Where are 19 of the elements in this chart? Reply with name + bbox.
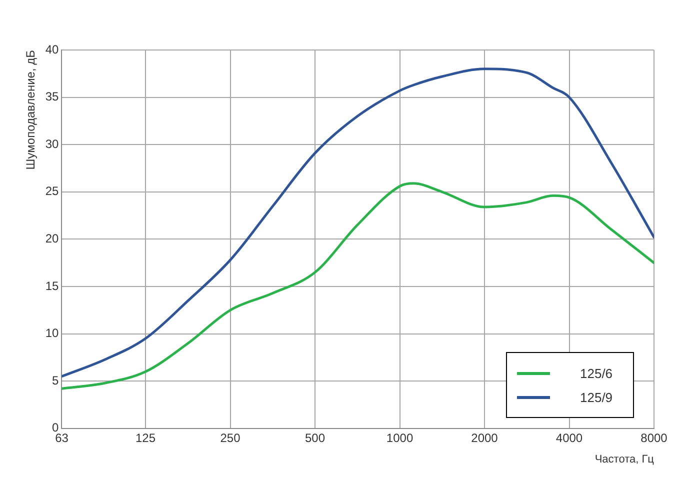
x-tick-label: 1000 — [386, 430, 414, 445]
x-tick-label: 250 — [220, 430, 241, 445]
x-tick-label: 2000 — [471, 430, 498, 445]
legend-label: 125/9 — [580, 390, 613, 405]
x-tick-label: 125 — [136, 430, 156, 445]
y-tick-label: 5 — [52, 373, 60, 388]
y-tick-label: 20 — [45, 232, 60, 246]
y-tick-label: 40 — [45, 42, 60, 56]
legend-label: 125/6 — [580, 366, 613, 381]
y-tick-label: 15 — [45, 278, 60, 293]
x-axis-title: Частота, Гц — [594, 453, 655, 466]
y-tick-label: 35 — [45, 90, 60, 104]
y-tick-label: 10 — [45, 326, 60, 340]
y-tick-label: 30 — [45, 136, 60, 151]
y-tick-label: 25 — [45, 184, 60, 198]
x-tick-label: 500 — [305, 430, 326, 445]
x-tick-label: 8000 — [640, 430, 668, 445]
y-axis-title: Шумоподавление, дБ — [24, 50, 38, 170]
x-tick-label: 4000 — [556, 430, 583, 445]
